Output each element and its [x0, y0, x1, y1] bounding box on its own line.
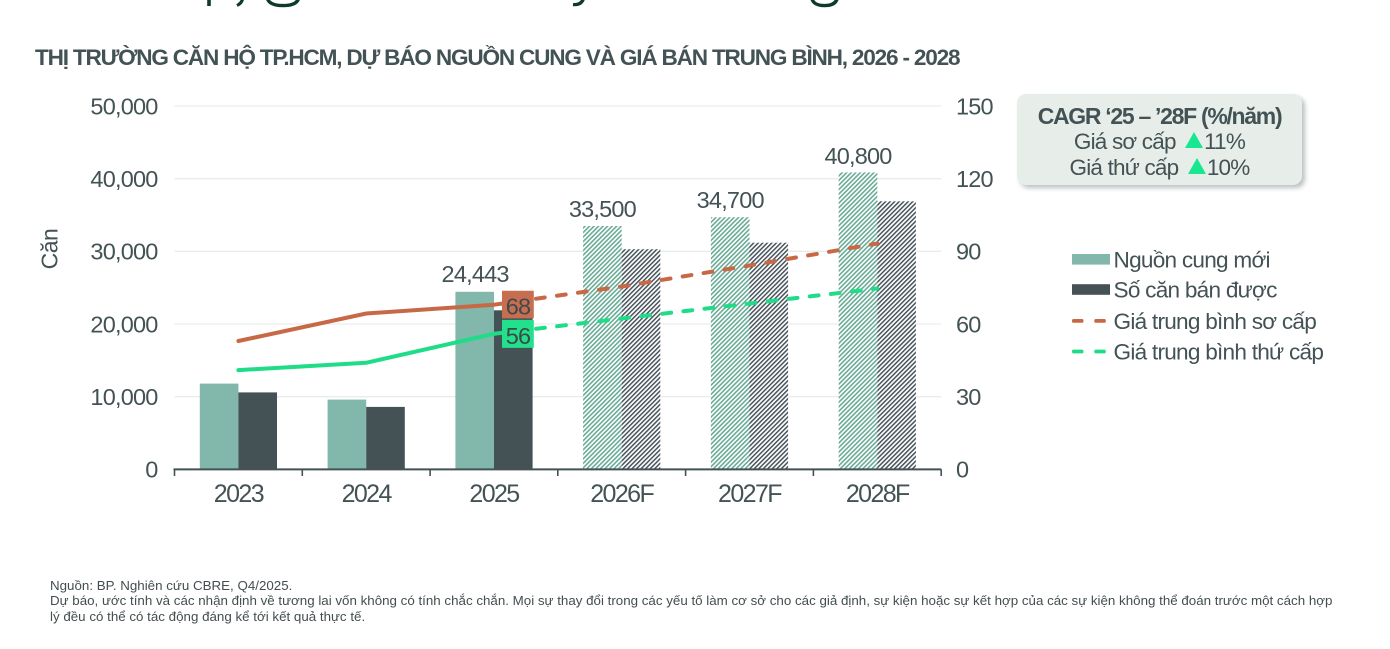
svg-text:120: 120	[956, 166, 994, 192]
svg-text:Căn: Căn	[37, 229, 63, 270]
svg-text:60: 60	[956, 311, 981, 337]
svg-text:Số căn bán được: Số căn bán được	[1114, 278, 1278, 303]
svg-text:56: 56	[506, 323, 531, 349]
svg-text:10,000: 10,000	[90, 384, 158, 410]
svg-text:Nguồn cung mới: Nguồn cung mới	[1114, 247, 1270, 272]
svg-text:33,500: 33,500	[569, 196, 637, 222]
svg-text:2026F: 2026F	[590, 480, 654, 508]
svg-text:0: 0	[956, 457, 969, 483]
svg-text:50,000: 50,000	[90, 93, 158, 119]
svg-text:30,000: 30,000	[90, 239, 158, 265]
svg-text:34,700: 34,700	[697, 187, 765, 213]
svg-text:2023: 2023	[214, 480, 264, 508]
svg-text:2027F: 2027F	[718, 480, 782, 508]
svg-text:Giá trung bình sơ cấp: Giá trung bình sơ cấp	[1114, 309, 1317, 334]
svg-text:0: 0	[145, 457, 158, 483]
svg-text:24,443: 24,443	[442, 261, 510, 287]
svg-text:90: 90	[956, 239, 981, 265]
svg-text:68: 68	[506, 294, 531, 320]
svg-text:2028F: 2028F	[846, 480, 910, 508]
svg-text:Giá trung bình thứ cấp: Giá trung bình thứ cấp	[1114, 340, 1324, 365]
svg-text:150: 150	[956, 93, 994, 119]
svg-text:30: 30	[956, 384, 981, 410]
svg-text:2024: 2024	[342, 480, 393, 508]
svg-text:40,800: 40,800	[824, 143, 892, 169]
svg-text:2025: 2025	[469, 480, 519, 508]
svg-text:20,000: 20,000	[90, 311, 158, 337]
svg-text:40,000: 40,000	[90, 166, 158, 192]
